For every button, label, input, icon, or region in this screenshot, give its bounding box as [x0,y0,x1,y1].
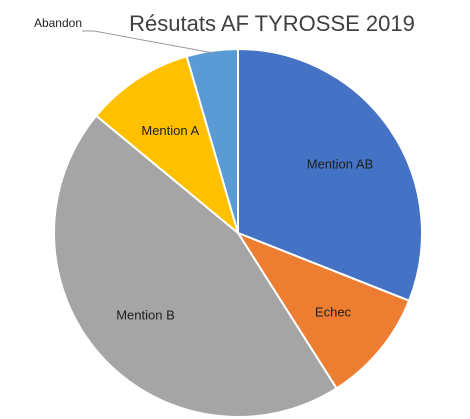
slice-label-echec: Echec [315,305,352,320]
pie-labels: Mention AB Echec Mention B Mention A Abandon [34,16,373,323]
slice-label-mention-a: Mention A [141,123,199,138]
slice-label-abandon: Abandon [34,16,82,30]
leader-line-abandon [82,30,213,54]
pie-slice-mention-b [53,114,338,418]
pie-slices [53,48,423,418]
slice-label-mention-ab: Mention AB [307,157,374,172]
pie-slice-mention-a [95,55,239,234]
pie-slice-mention-ab [237,48,423,302]
chart-title: Résutats AF TYROSSE 2019 [129,11,415,36]
slice-label-mention-b: Mention B [116,308,175,323]
pie-slice-echec [237,232,411,390]
pie-slice-abandon [185,48,239,234]
